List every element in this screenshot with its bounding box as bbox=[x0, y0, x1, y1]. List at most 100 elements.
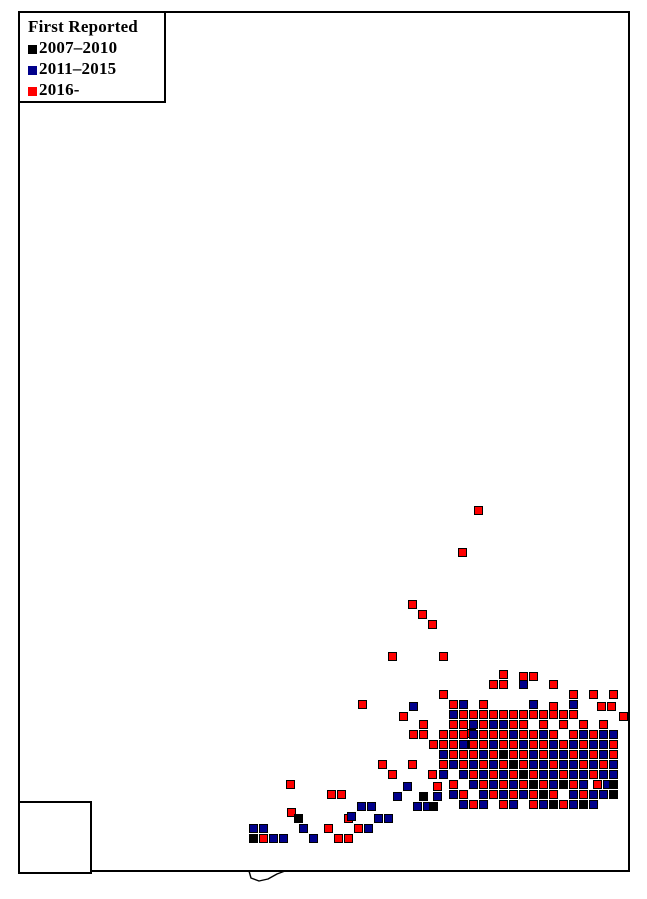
legend-item-2016[interactable]: 2016- bbox=[28, 79, 158, 100]
record-square-2016- bbox=[323, 823, 333, 833]
record-square-2016- bbox=[608, 739, 618, 749]
legend-label-2011-2015: 2011–2015 bbox=[39, 59, 117, 78]
record-square-2016- bbox=[518, 729, 528, 739]
record-square-2016- bbox=[596, 701, 606, 711]
record-square-2016- bbox=[457, 547, 467, 557]
record-square-2016- bbox=[407, 759, 417, 769]
record-square-2007-2010 bbox=[608, 789, 618, 799]
record-square-2016- bbox=[548, 729, 558, 739]
record-square-2016- bbox=[326, 789, 336, 799]
legend-swatch-red bbox=[28, 87, 37, 96]
record-square-2011-2015 bbox=[468, 779, 478, 789]
legend-item-2007-2010[interactable]: 2007–2010 bbox=[28, 37, 158, 58]
record-square-2011-2015 bbox=[598, 789, 608, 799]
legend-swatch-black bbox=[28, 45, 37, 54]
record-square-2007-2010 bbox=[578, 799, 588, 809]
record-square-2011-2015 bbox=[588, 739, 598, 749]
record-square-2011-2015 bbox=[488, 719, 498, 729]
record-square-2016- bbox=[578, 789, 588, 799]
record-square-2011-2015 bbox=[356, 801, 366, 811]
record-square-2016- bbox=[508, 719, 518, 729]
record-square-2011-2015 bbox=[568, 699, 578, 709]
record-square-2016- bbox=[568, 709, 578, 719]
record-square-2016- bbox=[448, 779, 458, 789]
legend-swatch-blue bbox=[28, 66, 37, 75]
record-square-2016- bbox=[343, 833, 353, 843]
record-square-2011-2015 bbox=[366, 801, 376, 811]
record-square-2011-2015 bbox=[412, 801, 422, 811]
record-square-2016- bbox=[398, 711, 408, 721]
record-square-2016- bbox=[418, 729, 428, 739]
record-square-2016- bbox=[528, 769, 538, 779]
record-square-2011-2015 bbox=[478, 789, 488, 799]
record-square-2011-2015 bbox=[248, 823, 258, 833]
record-square-2011-2015 bbox=[598, 749, 608, 759]
record-square-2011-2015 bbox=[528, 749, 538, 759]
record-square-2016- bbox=[498, 679, 508, 689]
record-square-2011-2015 bbox=[508, 799, 518, 809]
record-square-2011-2015 bbox=[608, 729, 618, 739]
record-square-2016- bbox=[468, 799, 478, 809]
record-square-2016- bbox=[592, 779, 602, 789]
record-square-2011-2015 bbox=[258, 823, 268, 833]
record-square-2007-2010 bbox=[518, 769, 528, 779]
record-square-2011-2015 bbox=[608, 759, 618, 769]
record-square-2016- bbox=[408, 729, 418, 739]
record-square-2011-2015 bbox=[468, 729, 478, 739]
record-square-2011-2015 bbox=[548, 749, 558, 759]
record-square-2016- bbox=[473, 505, 483, 515]
record-square-2011-2015 bbox=[508, 779, 518, 789]
record-square-2011-2015 bbox=[568, 739, 578, 749]
record-square-2016- bbox=[518, 749, 528, 759]
legend-label-2007-2010: 2007–2010 bbox=[39, 38, 118, 57]
record-square-2016- bbox=[448, 739, 458, 749]
record-square-2016- bbox=[438, 689, 448, 699]
legend-item-2011-2015[interactable]: 2011–2015 bbox=[28, 58, 158, 79]
record-square-2016- bbox=[618, 711, 628, 721]
record-square-2011-2015 bbox=[308, 833, 318, 843]
record-square-2011-2015 bbox=[588, 759, 598, 769]
record-square-2016- bbox=[528, 799, 538, 809]
record-square-2011-2015 bbox=[298, 823, 308, 833]
record-square-2011-2015 bbox=[538, 769, 548, 779]
record-square-2016- bbox=[568, 779, 578, 789]
record-square-2016- bbox=[598, 759, 608, 769]
record-square-2007-2010 bbox=[608, 779, 618, 789]
channel-islands-inset-box bbox=[18, 801, 92, 874]
record-square-2016- bbox=[427, 769, 437, 779]
record-square-2007-2010 bbox=[558, 779, 568, 789]
record-square-2011-2015 bbox=[538, 759, 548, 769]
record-square-2011-2015 bbox=[458, 739, 468, 749]
record-square-2016- bbox=[478, 709, 488, 719]
record-square-2011-2015 bbox=[448, 709, 458, 719]
record-square-2016- bbox=[478, 729, 488, 739]
record-square-2016- bbox=[458, 719, 468, 729]
record-square-2016- bbox=[548, 709, 558, 719]
record-square-2016- bbox=[518, 719, 528, 729]
record-square-2011-2015 bbox=[568, 789, 578, 799]
record-square-2016- bbox=[448, 699, 458, 709]
record-square-2016- bbox=[558, 739, 568, 749]
record-square-2011-2015 bbox=[402, 781, 412, 791]
map-border bbox=[18, 11, 630, 872]
record-square-2011-2015 bbox=[548, 769, 558, 779]
record-square-2011-2015 bbox=[488, 759, 498, 769]
record-square-2016- bbox=[588, 749, 598, 759]
record-square-2016- bbox=[568, 729, 578, 739]
record-square-2016- bbox=[438, 729, 448, 739]
record-square-2016- bbox=[508, 769, 518, 779]
record-square-2016- bbox=[458, 749, 468, 759]
record-square-2016- bbox=[478, 779, 488, 789]
record-square-2016- bbox=[468, 769, 478, 779]
record-square-2007-2010 bbox=[428, 801, 438, 811]
record-square-2011-2015 bbox=[478, 799, 488, 809]
record-square-2016- bbox=[518, 779, 528, 789]
record-square-2011-2015 bbox=[458, 769, 468, 779]
record-square-2016- bbox=[568, 689, 578, 699]
record-square-2016- bbox=[508, 749, 518, 759]
legend-label-2016: 2016- bbox=[39, 80, 80, 99]
record-square-2016- bbox=[498, 799, 508, 809]
record-square-2011-2015 bbox=[588, 789, 598, 799]
record-square-2016- bbox=[548, 759, 558, 769]
record-square-2011-2015 bbox=[548, 779, 558, 789]
